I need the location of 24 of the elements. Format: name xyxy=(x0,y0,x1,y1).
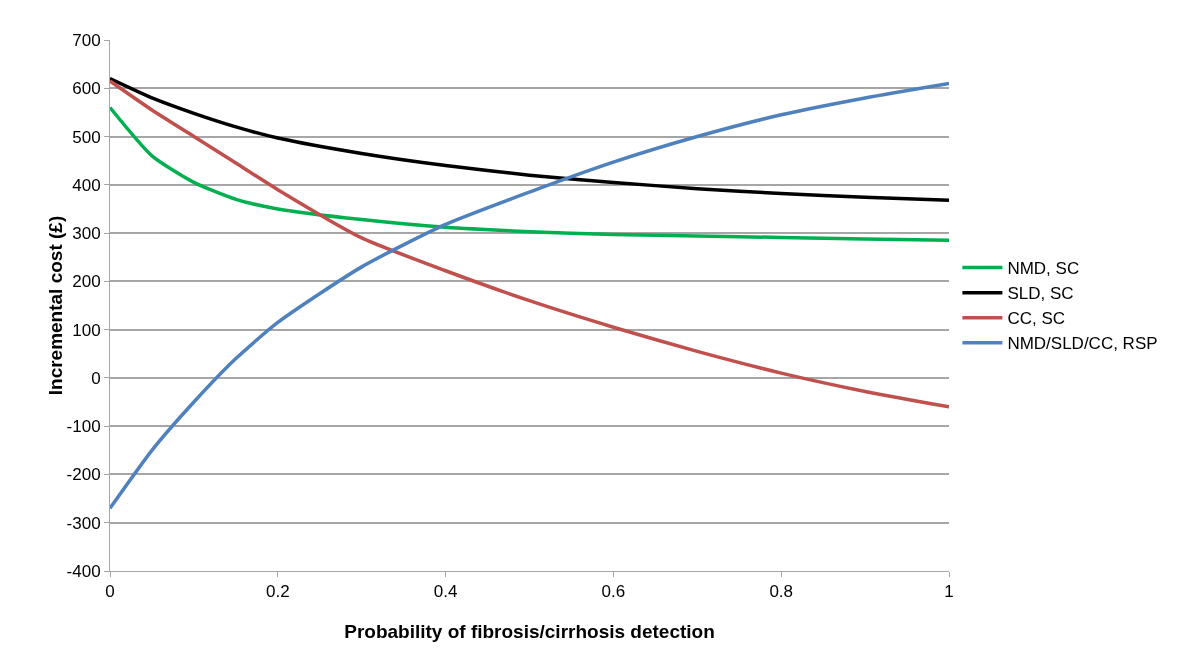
x-tick-label: 0.6 xyxy=(601,582,626,602)
y-tick-label: 0 xyxy=(91,368,101,388)
y-tick-label: -100 xyxy=(66,417,101,437)
x-tick-label: 1 xyxy=(944,582,954,602)
y-tick-label: -200 xyxy=(66,465,101,485)
y-tick-label: -400 xyxy=(66,561,101,581)
legend-label: NMD/SLD/CC, RSP xyxy=(1007,334,1158,354)
x-axis-title: Probability of fibrosis/cirrhosis detection xyxy=(344,621,715,642)
y-tick-label: 400 xyxy=(72,175,101,195)
x-tick-label: 0.4 xyxy=(433,582,458,602)
y-tick-label: -300 xyxy=(66,513,101,533)
y-tick-label: 700 xyxy=(72,30,101,50)
x-tick-label: 0.8 xyxy=(769,582,794,602)
legend-label: SLD, SC xyxy=(1007,284,1074,304)
y-axis-title: Incremental cost (£) xyxy=(45,215,66,396)
y-tick-label: 500 xyxy=(72,127,101,147)
y-tick-label: 200 xyxy=(72,272,101,292)
x-tick-label: 0 xyxy=(105,582,115,602)
y-tick-label: 600 xyxy=(72,79,101,99)
legend-label: CC, SC xyxy=(1007,309,1066,329)
legend-label: NMD, SC xyxy=(1007,259,1080,279)
x-tick-label: 0.2 xyxy=(265,582,290,602)
y-tick-label: 300 xyxy=(72,224,101,244)
y-tick-label: 100 xyxy=(72,320,101,340)
